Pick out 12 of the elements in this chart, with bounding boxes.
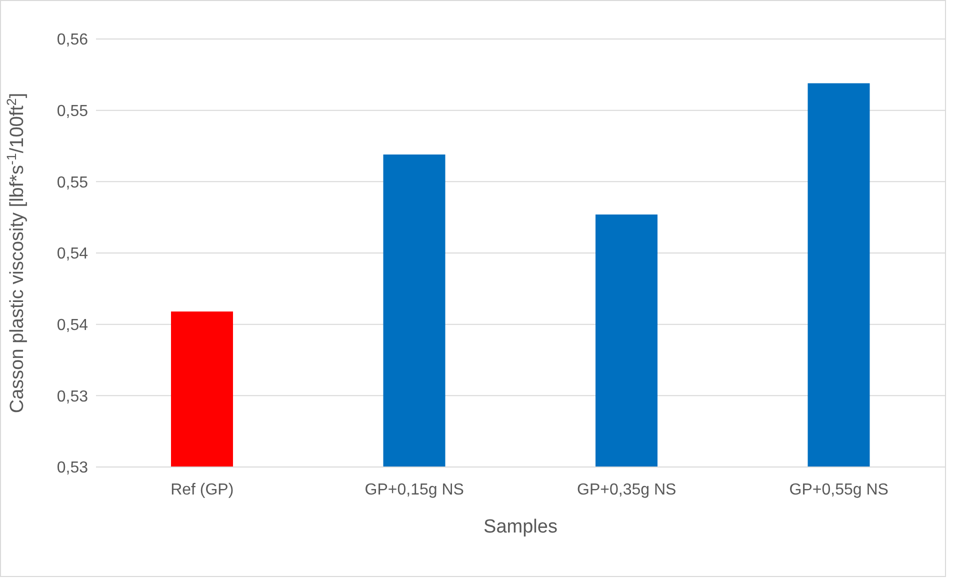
- y-tick-label: 0,54: [56, 246, 88, 263]
- x-axis-title: Samples: [484, 516, 558, 538]
- y-tick-label: 0,54: [56, 317, 88, 334]
- y-tick-label: 0,55: [56, 174, 88, 192]
- x-tick-label: GP+0,15g NS: [364, 481, 464, 498]
- x-tick-label: GP+0,35g NS: [577, 481, 676, 498]
- y-tick-label: 0,55: [56, 103, 88, 120]
- y-tick-label: 0,56: [56, 32, 88, 49]
- y-tick-label: 0,53: [56, 388, 88, 406]
- x-tick-label: Ref (GP): [170, 481, 234, 498]
- y-tick-label: 0,53: [56, 460, 88, 477]
- x-tick-label: GP+0,55g NS: [789, 481, 888, 498]
